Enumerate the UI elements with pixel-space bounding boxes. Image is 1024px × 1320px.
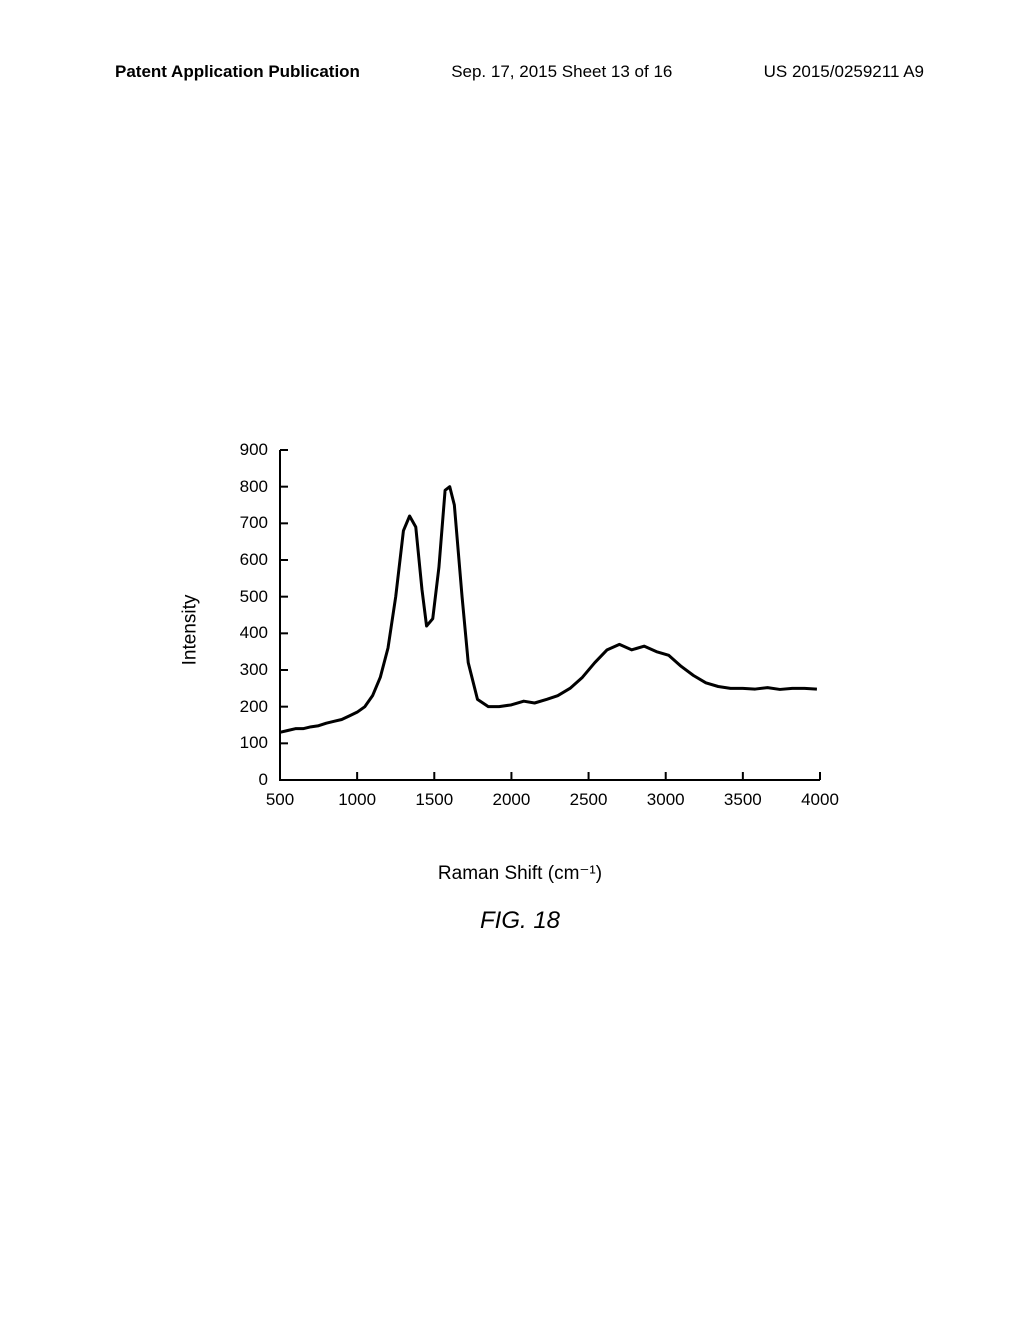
raman-chart: Intensity 0100200300400500600700800900 5…	[210, 440, 830, 820]
y-tick-label: 400	[240, 623, 268, 643]
y-tick-label: 200	[240, 697, 268, 717]
x-tick-label: 4000	[801, 790, 839, 810]
x-tick-label: 1500	[415, 790, 453, 810]
y-tick-label: 300	[240, 660, 268, 680]
x-tick-label: 3000	[647, 790, 685, 810]
y-tick-label: 100	[240, 733, 268, 753]
y-tick-label: 500	[240, 587, 268, 607]
header-left: Patent Application Publication	[115, 62, 360, 82]
page-header: Patent Application Publication Sep. 17, …	[0, 62, 1024, 82]
y-tick-label: 800	[240, 477, 268, 497]
y-tick-label: 600	[240, 550, 268, 570]
y-tick-label: 700	[240, 513, 268, 533]
x-tick-label: 500	[266, 790, 294, 810]
y-tick-label: 900	[240, 440, 268, 460]
header-center: Sep. 17, 2015 Sheet 13 of 16	[451, 62, 672, 82]
chart-svg	[210, 440, 830, 820]
header-right: US 2015/0259211 A9	[764, 62, 924, 82]
x-tick-label: 2000	[493, 790, 531, 810]
x-axis-label: Raman Shift (cm⁻¹)	[438, 862, 602, 885]
y-axis-label: Intensity	[179, 595, 201, 666]
y-tick-label: 0	[259, 770, 268, 790]
x-tick-label: 2500	[570, 790, 608, 810]
x-tick-label: 3500	[724, 790, 762, 810]
x-tick-label: 1000	[338, 790, 376, 810]
figure-label: FIG. 18	[480, 907, 560, 935]
